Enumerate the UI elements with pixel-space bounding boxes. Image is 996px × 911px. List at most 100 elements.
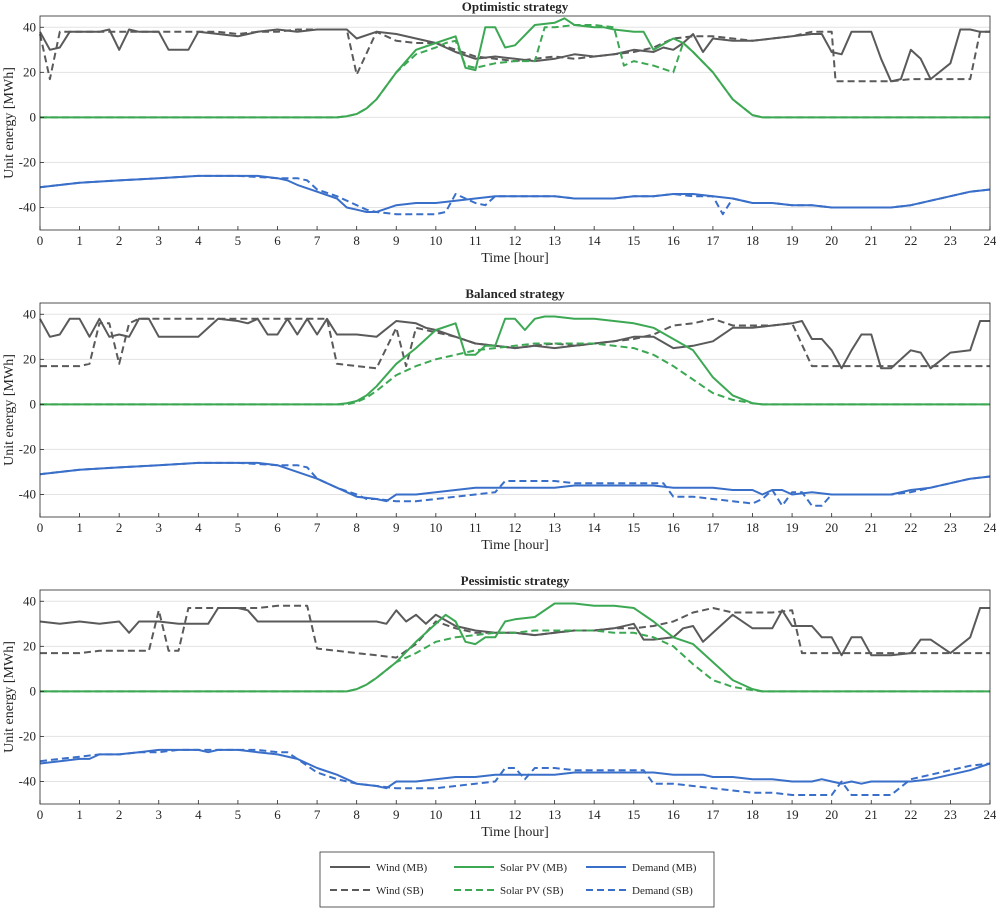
series-line-solar-mb xyxy=(40,315,990,406)
x-tick-label: 24 xyxy=(984,807,996,822)
x-tick-label: 2 xyxy=(116,233,123,248)
x-tick-label: 9 xyxy=(393,807,400,822)
panel-2: 0 1 2 3 4 5 6 7 8 9 10 11 12 13 14 15 16 17 18 19 20 21 22 23 24… xyxy=(2,286,996,553)
x-tick-label: 19 xyxy=(786,520,799,535)
x-tick-label: 8 xyxy=(353,233,360,248)
y-axis-label: Unit energy [MWh] xyxy=(2,641,17,753)
x-tick-label: 3 xyxy=(156,520,163,535)
x-tick-label: 22 xyxy=(904,520,917,535)
x-tick-label: 14 xyxy=(588,520,602,535)
y-tick-label: -40 xyxy=(19,486,36,501)
y-tick-label: 40 xyxy=(23,306,36,321)
panel-1: 0 1 2 3 4 5 6 7 8 9 10 11 12 13 14 15 16 17 18 19 20 21 22 23 24… xyxy=(2,0,996,266)
x-tick-label: 20 xyxy=(825,520,838,535)
legend: Wind (MB) Wind (SB) Solar PV (MB) Solar … xyxy=(319,851,715,908)
plot-area xyxy=(40,303,990,517)
x-tick-label: 5 xyxy=(235,520,242,535)
x-tick-label: 16 xyxy=(667,807,681,822)
series-line-wind-mb xyxy=(39,28,990,83)
legend-label-solar-sb: Solar PV (SB) xyxy=(500,885,564,897)
x-tick-label: 21 xyxy=(865,807,878,822)
legend-label-wind-mb: Wind (MB) xyxy=(376,862,428,874)
x-tick-label: 2 xyxy=(116,520,123,535)
x-tick-label: 17 xyxy=(706,520,720,535)
x-tick-label: 19 xyxy=(786,233,799,248)
x-tick-label: 5 xyxy=(235,233,242,248)
x-tick-label: 13 xyxy=(548,807,561,822)
legend-entry-wind-mb: Wind (MB) xyxy=(330,862,428,874)
chart-title: Pessimistic strategy xyxy=(461,573,570,588)
x-tick-label: 3 xyxy=(156,807,163,822)
x-tick-label: 9 xyxy=(393,233,400,248)
x-axis-label: Time [hour] xyxy=(481,538,549,553)
x-tick-label: 21 xyxy=(865,233,878,248)
x-tick-label: 4 xyxy=(195,807,202,822)
y-axis-label: Unit energy [MWh] xyxy=(2,67,17,179)
x-axis-label: Time [hour] xyxy=(481,251,549,266)
y-tick-label: -40 xyxy=(19,199,36,214)
x-tick-label: 22 xyxy=(904,807,917,822)
x-tick-label: 14 xyxy=(588,807,602,822)
legend-entry-solar-mb: Solar PV (MB) xyxy=(454,862,567,874)
x-tick-label: 23 xyxy=(944,520,957,535)
series-line-solar-sb xyxy=(40,629,990,693)
x-tick-label: 4 xyxy=(195,520,202,535)
x-tick-label: 15 xyxy=(627,807,640,822)
x-tick-label: 2 xyxy=(116,807,123,822)
series-line-wind-sb xyxy=(40,317,990,370)
x-axis-label: Time [hour] xyxy=(481,825,549,840)
panel-3: 0 1 2 3 4 5 6 7 8 9 10 11 12 13 14 15 16 17 18 19 20 21 22 23 24… xyxy=(2,573,996,840)
x-tick-label: 23 xyxy=(944,233,957,248)
series-line-wind-sb xyxy=(39,28,990,83)
x-tick-label: 11 xyxy=(469,233,482,248)
legend-label-demand-sb: Demand (SB) xyxy=(632,885,693,897)
plot-area xyxy=(40,16,990,230)
x-tick-label: 5 xyxy=(235,807,242,822)
x-tick-label: 0 xyxy=(37,233,44,248)
x-tick-label: 7 xyxy=(314,520,321,535)
y-tick-label: -40 xyxy=(19,773,36,788)
x-tick-label: 18 xyxy=(746,807,759,822)
x-tick-label: 1 xyxy=(76,807,83,822)
x-tick-label: 10 xyxy=(429,520,442,535)
x-tick-label: 12 xyxy=(509,520,522,535)
x-tick-label: 7 xyxy=(314,233,321,248)
x-tick-label: 8 xyxy=(353,520,360,535)
x-tick-label: 1 xyxy=(76,520,83,535)
y-tick-label: -20 xyxy=(19,728,36,743)
x-tick-label: 12 xyxy=(509,807,522,822)
x-tick-label: 13 xyxy=(548,233,561,248)
series-line-demand-sb xyxy=(39,461,991,507)
y-tick-label: 40 xyxy=(23,593,36,608)
y-tick-label: -20 xyxy=(19,441,36,456)
y-tick-label: 0 xyxy=(30,109,37,124)
x-tick-label: 15 xyxy=(627,520,640,535)
x-tick-label: 6 xyxy=(274,520,281,535)
y-tick-label: 20 xyxy=(23,351,36,366)
legend-entry-demand-mb: Demand (MB) xyxy=(586,862,697,874)
x-tick-label: 21 xyxy=(865,520,878,535)
x-tick-label: 20 xyxy=(825,807,838,822)
y-tick-label: 20 xyxy=(23,638,36,653)
legend-label-solar-mb: Solar PV (MB) xyxy=(500,862,567,874)
series-line-demand-sb xyxy=(39,174,991,216)
y-axis-label: Unit energy [MWh] xyxy=(2,354,17,466)
x-tick-label: 18 xyxy=(746,520,759,535)
x-tick-label: 3 xyxy=(156,233,163,248)
y-tick-label: 20 xyxy=(23,64,36,79)
x-tick-label: 18 xyxy=(746,233,759,248)
x-tick-label: 4 xyxy=(195,233,202,248)
x-tick-label: 20 xyxy=(825,233,838,248)
chart-title: Balanced strategy xyxy=(465,286,565,301)
x-tick-label: 11 xyxy=(469,520,482,535)
x-tick-label: 22 xyxy=(904,233,917,248)
x-tick-label: 24 xyxy=(984,233,996,248)
legend-box xyxy=(319,851,715,908)
plot-area xyxy=(40,590,990,804)
x-tick-label: 7 xyxy=(314,807,321,822)
x-tick-label: 17 xyxy=(706,807,720,822)
y-tick-label: -20 xyxy=(19,154,36,169)
series-line-demand-sb xyxy=(39,748,991,796)
x-tick-label: 16 xyxy=(667,233,681,248)
